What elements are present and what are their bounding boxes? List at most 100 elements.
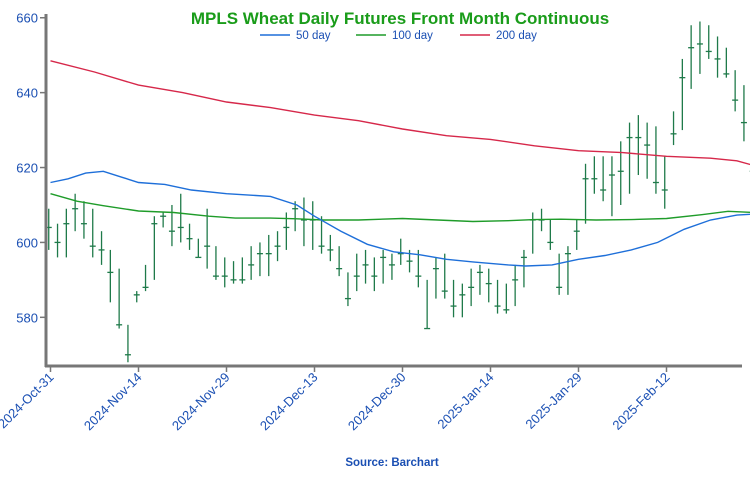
ohlc-bar (468, 268, 475, 307)
ohlc-bar (124, 324, 131, 363)
ohlc-bar (459, 283, 466, 318)
ohlc-bar (714, 36, 721, 78)
ohlc-bar (168, 204, 175, 247)
y-tick-label: 640 (16, 86, 38, 101)
ohlc-bar (142, 264, 149, 292)
ohlc-bar (608, 156, 615, 217)
source-label: Source: Barchart (345, 457, 438, 469)
ohlc-bar (248, 246, 255, 280)
ohlc-bar (274, 231, 281, 262)
ohlc-bar (652, 126, 659, 194)
ohlc-bar (600, 156, 607, 202)
ohlc-bar (371, 257, 378, 292)
ohlc-bar (591, 156, 598, 194)
legend-label: 200 day (496, 30, 537, 42)
ohlc-bar (98, 231, 105, 265)
legend-label: 100 day (392, 30, 433, 42)
ohlc-bar (432, 257, 439, 299)
ma200-line (50, 60, 750, 166)
ohlc-bar (723, 47, 730, 78)
y-tick-label: 660 (16, 11, 38, 26)
ohlc-bar (635, 115, 642, 176)
ohlc-bar (221, 257, 228, 288)
x-tick-label: 2024-Nov-29 (169, 370, 233, 434)
ohlc-bar (318, 216, 325, 254)
ohlc-bar (740, 85, 747, 142)
ohlc-bar (512, 264, 519, 307)
ohlc-bar (292, 201, 299, 232)
x-tick-label: 2024-Nov-14 (81, 370, 145, 434)
ohlc-bar (732, 70, 739, 112)
x-tick-label: 2024-Oct-31 (0, 370, 57, 432)
ohlc-bar (380, 249, 387, 284)
ohlc-bar (529, 212, 536, 254)
ohlc-bar (362, 249, 369, 284)
ohlc-bar (696, 21, 703, 74)
ohlc-bar (617, 141, 624, 205)
ohlc-bar (177, 193, 184, 243)
y-tick-label: 580 (16, 310, 38, 325)
ohlc-bar (450, 279, 457, 318)
ohlc-bar (212, 246, 219, 280)
ohlc-bar (476, 264, 483, 295)
ohlc-bar (644, 122, 651, 179)
ohlc-bar (520, 249, 527, 288)
axes: 580 600 620 640 660 2024-Oct-31 2024-Nov-14 202… (0, 11, 742, 434)
ohlc-bar (300, 197, 307, 247)
ma50-line (50, 170, 750, 267)
ohlc-bar (80, 201, 87, 239)
ohlc-bar (256, 242, 263, 277)
ohlc-bar (204, 208, 211, 269)
ohlc-bar (72, 193, 79, 232)
ohlc-bar (265, 234, 272, 277)
ohlc-bar (327, 234, 334, 262)
ohlc-bar (353, 253, 360, 292)
ohlc-bar (336, 246, 343, 277)
x-tick-label: 2024-Dec-13 (257, 370, 321, 434)
ohlc-bar (388, 253, 395, 280)
ohlc-bar (485, 268, 492, 303)
ohlc-bar (54, 223, 61, 258)
plot-area (45, 21, 750, 363)
ohlc-bar (441, 253, 448, 299)
ohlc-bar (63, 208, 70, 258)
ohlc-bar (116, 268, 123, 329)
ohlc-bar (186, 223, 193, 250)
ohlc-bar (424, 279, 431, 330)
ohlc-bar (679, 58, 686, 131)
ohlc-bar (160, 212, 167, 228)
chart-title: MPLS Wheat Daily Futures Front Month Con… (191, 9, 609, 28)
ohlc-bar (670, 111, 677, 146)
ohlc-bar (503, 283, 510, 314)
ohlc-bar (344, 272, 351, 307)
x-tick-label: 2025-Jan-29 (522, 370, 584, 432)
ohlc-bar (705, 25, 712, 59)
legend-label: 50 day (296, 30, 331, 42)
x-tick-label: 2025-Feb-12 (609, 370, 672, 433)
ohlc-bar (688, 25, 695, 89)
ohlc-bar (133, 291, 140, 303)
ohlc-bar (230, 261, 237, 284)
ohlc-bar (151, 216, 158, 280)
ohlc-bar (415, 249, 422, 288)
y-tick-label: 600 (16, 235, 38, 250)
ohlc-bar (309, 201, 316, 250)
x-tick-label: 2025-Jan-14 (434, 370, 496, 432)
ohlc-bar (195, 238, 202, 259)
ma100-line (50, 193, 750, 223)
ohlc-bar (547, 219, 554, 250)
ohlc-bar (494, 279, 501, 314)
ohlc-bar (573, 219, 580, 250)
ohlc-bar (556, 253, 563, 295)
ohlc-bar (582, 163, 589, 224)
ohlc-bar (107, 249, 114, 303)
ohlc-bar (564, 246, 571, 295)
y-tick-label: 620 (16, 161, 38, 176)
ohlc-bar (397, 238, 404, 265)
ohlc-bar (661, 156, 668, 209)
ohlc-bar (89, 208, 96, 258)
x-tick-label: 2024-Dec-30 (345, 370, 409, 434)
ohlc-bar (239, 257, 246, 284)
chart-legend: 50 day 100 day 200 day (260, 30, 537, 42)
